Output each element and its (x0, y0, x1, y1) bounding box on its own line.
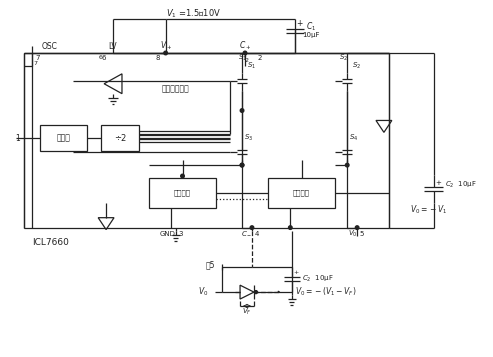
Text: 7: 7 (35, 55, 40, 61)
Text: +: + (435, 180, 441, 186)
Circle shape (288, 226, 292, 230)
Text: $S_1$: $S_1$ (247, 61, 256, 71)
Bar (149, 178, 216, 208)
Text: 防止闩锁: 防止闩锁 (174, 190, 191, 196)
Text: 4: 4 (255, 231, 259, 237)
Circle shape (346, 163, 349, 167)
Text: $S_3$: $S_3$ (244, 133, 253, 144)
Text: 3: 3 (178, 231, 183, 237)
Text: 振荡器: 振荡器 (57, 134, 70, 143)
Text: 7: 7 (34, 61, 37, 66)
Circle shape (243, 51, 247, 55)
Text: GND: GND (160, 231, 176, 237)
Circle shape (355, 226, 359, 230)
Text: 1: 1 (15, 134, 20, 143)
Bar (268, 178, 335, 208)
Text: 6: 6 (101, 55, 106, 61)
Text: $V_F$: $V_F$ (242, 307, 252, 317)
Text: $V_0 = -V_1$: $V_0 = -V_1$ (410, 203, 448, 216)
Text: －5: －5 (206, 261, 215, 270)
Text: 8: 8 (156, 55, 160, 61)
Text: 内部供电电路: 内部供电电路 (162, 84, 189, 93)
Bar (39, 125, 87, 151)
Text: LV: LV (109, 41, 117, 51)
Circle shape (250, 226, 254, 230)
Text: $V_0$: $V_0$ (198, 286, 209, 298)
Text: $C_-$: $C_-$ (241, 230, 252, 237)
Text: ICL7660: ICL7660 (32, 238, 69, 247)
Bar (101, 125, 139, 151)
Text: $S_4$: $S_4$ (349, 133, 358, 144)
Text: ÷2: ÷2 (114, 134, 126, 143)
Text: 5: 5 (359, 231, 363, 237)
Text: $S_2$: $S_2$ (352, 61, 361, 71)
Text: +: + (297, 19, 303, 28)
Circle shape (240, 163, 244, 167)
Text: $S_2$: $S_2$ (339, 53, 349, 63)
Text: 防止闩锁: 防止闩锁 (293, 190, 310, 196)
Circle shape (240, 163, 244, 167)
Text: $C_+$: $C_+$ (239, 40, 251, 52)
Text: $V_0$: $V_0$ (348, 228, 357, 239)
Text: $C_1$: $C_1$ (306, 21, 316, 34)
Text: $V_0 = -(V_1 - V_F)$: $V_0 = -(V_1 - V_F)$ (295, 286, 356, 298)
Text: $V_1$ =1.5～10V: $V_1$ =1.5～10V (166, 7, 221, 20)
Text: $C_2$  10μF: $C_2$ 10μF (302, 274, 333, 284)
Circle shape (254, 291, 257, 293)
Text: +: + (294, 270, 299, 275)
Text: OSC: OSC (41, 41, 58, 51)
Circle shape (181, 174, 184, 178)
Text: 2: 2 (244, 59, 248, 64)
Text: 10μF: 10μF (303, 32, 320, 38)
Circle shape (240, 109, 244, 112)
Text: 6: 6 (98, 55, 102, 60)
Text: $V_+$: $V_+$ (160, 40, 172, 52)
Circle shape (164, 51, 168, 55)
Text: $S_1$: $S_1$ (238, 53, 247, 63)
Text: 2: 2 (258, 55, 262, 61)
Text: $C_2$  10μF: $C_2$ 10μF (446, 180, 477, 190)
